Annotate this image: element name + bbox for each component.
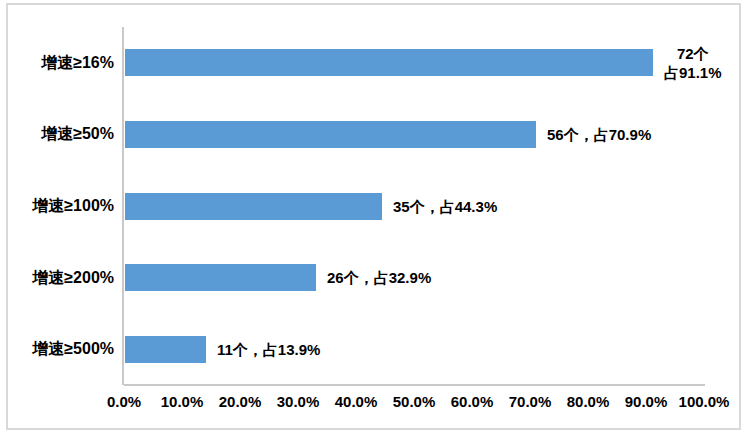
plot-area: 增速≥16% 72个占91.1% 增速≥50% 56个，占70.9% 增速≥100% 35… (0, 0, 751, 438)
bar (125, 193, 382, 220)
bar-chart: 增速≥16% 72个占91.1% 增速≥50% 56个，占70.9% 增速≥100% 35… (0, 0, 751, 438)
bar-value-label: 35个，占44.3% (393, 197, 497, 216)
x-tick-label: 70.0% (498, 393, 562, 410)
bar-value-label: 56个，占70.9% (547, 125, 651, 144)
bar (125, 49, 653, 76)
x-tick-label: 10.0% (150, 393, 214, 410)
bar (125, 264, 316, 291)
category-label: 增速≥16% (8, 53, 114, 73)
bar-value-label: 72个占91.1% (664, 44, 722, 82)
x-tick-label: 50.0% (382, 393, 446, 410)
x-tick-label: 100.0% (672, 393, 736, 410)
category-label: 增速≥50% (8, 124, 114, 144)
y-axis-line (122, 27, 124, 385)
x-tick-label: 60.0% (440, 393, 504, 410)
category-label: 增速≥500% (8, 339, 114, 359)
x-axis-line (124, 384, 705, 386)
bar-value-label: 11个，占13.9% (217, 340, 320, 359)
bar (125, 121, 536, 148)
x-tick-label: 80.0% (556, 393, 620, 410)
x-tick-label: 90.0% (614, 393, 678, 410)
bar (125, 336, 206, 363)
x-tick-label: 20.0% (208, 393, 272, 410)
category-label: 增速≥200% (8, 268, 114, 288)
x-tick-label: 0.0% (92, 393, 156, 410)
x-tick-label: 30.0% (266, 393, 330, 410)
category-label: 增速≥100% (8, 196, 114, 216)
x-tick-label: 40.0% (324, 393, 388, 410)
bar-value-label: 26个，占32.9% (327, 268, 431, 287)
